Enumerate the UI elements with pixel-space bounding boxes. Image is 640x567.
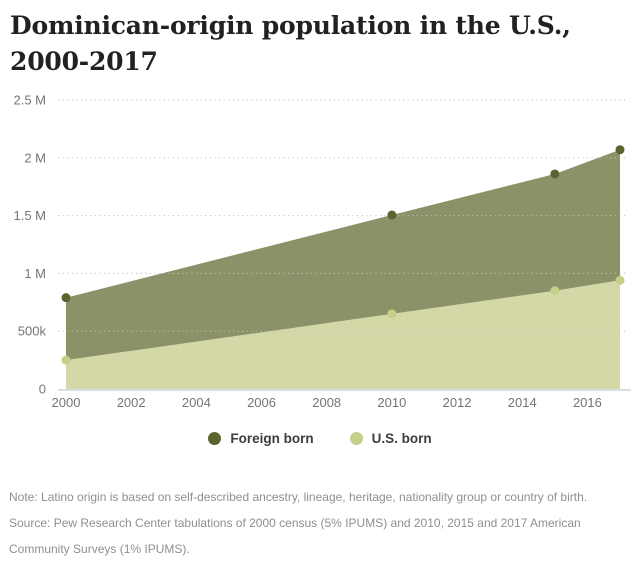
chart-card: Dominican-origin population in the U.S.,… bbox=[0, 8, 640, 562]
legend-item-us-born: U.S. born bbox=[349, 430, 432, 446]
x-tick-label: 2014 bbox=[508, 395, 537, 410]
chart-svg: 0 500k 1 M 1.5 M 2 M 2.5 M 2000 2002 2004 2006 200… bbox=[13, 93, 631, 410]
foreign-born-dot-icon bbox=[208, 431, 222, 445]
foreign-born-data-dot bbox=[387, 210, 397, 220]
us-born-data-dot bbox=[387, 309, 397, 319]
us-born-dot-icon bbox=[349, 431, 363, 445]
y-tick-label: 1.5 M bbox=[13, 208, 46, 223]
foreign-born-data-dot bbox=[615, 145, 625, 155]
area-foreign-born bbox=[66, 149, 620, 361]
legend-label-foreign-born: Foreign born bbox=[230, 430, 314, 446]
x-tick-label: 2002 bbox=[117, 395, 146, 410]
foreign-born-data-dot bbox=[550, 169, 560, 179]
page-title-line-1: Dominican-origin population in the U.S., bbox=[10, 11, 571, 40]
x-tick-label: 2008 bbox=[312, 395, 341, 410]
y-tick-label: 2 M bbox=[24, 150, 46, 165]
x-tick-label: 2006 bbox=[247, 395, 276, 410]
y-tick-label: 0 bbox=[39, 382, 46, 397]
area-us-born bbox=[66, 280, 620, 389]
page-title: Dominican-origin population in the U.S.,… bbox=[10, 8, 630, 80]
y-tick-label: 500k bbox=[18, 324, 47, 339]
legend-label-us-born: U.S. born bbox=[371, 430, 432, 446]
us-born-data-dot bbox=[615, 275, 625, 285]
x-tick-label: 2012 bbox=[443, 395, 472, 410]
note-text: Note: Latino origin is based on self-des… bbox=[9, 490, 588, 504]
x-tick-label: 2016 bbox=[573, 395, 602, 410]
page-title-line-2: 2000-2017 bbox=[10, 47, 158, 76]
chart-legend: Foreign born U.S. born bbox=[0, 430, 640, 446]
x-tick-label: 2004 bbox=[182, 395, 211, 410]
chart-notes: Note: Latino origin is based on self-des… bbox=[9, 484, 615, 562]
legend-item-foreign-born: Foreign born bbox=[208, 430, 314, 446]
us-born-data-dot bbox=[550, 286, 560, 296]
x-tick-label: 2000 bbox=[52, 395, 81, 410]
foreign-born-data-dot bbox=[61, 293, 71, 303]
source-text: Source: Pew Research Center tabulations … bbox=[9, 516, 581, 556]
us-born-data-dot bbox=[61, 355, 71, 365]
x-tick-label: 2010 bbox=[377, 395, 406, 410]
y-tick-label: 1 M bbox=[24, 266, 46, 281]
y-tick-label: 2.5 M bbox=[13, 93, 46, 108]
